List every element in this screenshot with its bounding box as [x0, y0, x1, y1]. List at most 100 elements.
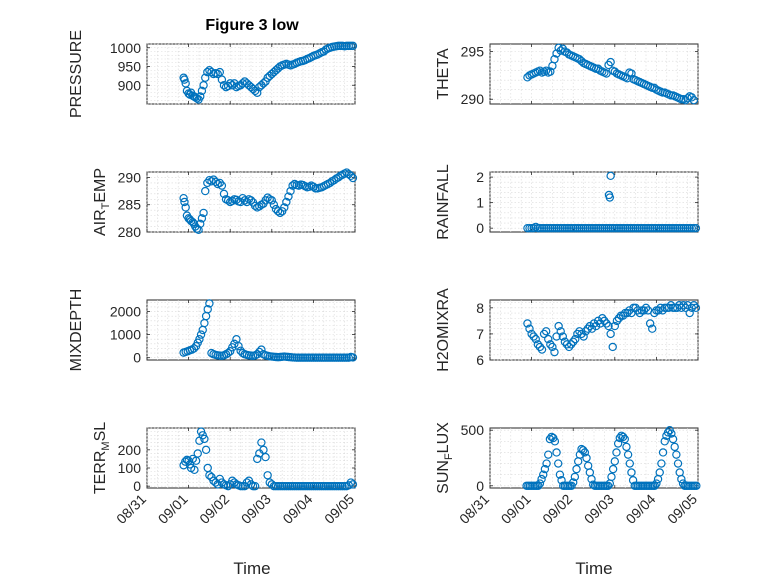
data-point [550, 55, 559, 64]
data-point [614, 314, 624, 323]
data-point [622, 442, 631, 452]
data-point [635, 308, 644, 318]
data-point [613, 439, 623, 448]
data-point [529, 223, 538, 233]
data-point [330, 175, 339, 185]
x-tick-label: 09/04 [622, 491, 658, 527]
y-tick-label: 1000 [110, 327, 141, 343]
data-point [689, 95, 699, 105]
x-tick-label: 09/02 [196, 491, 232, 527]
y-tick-label: 100 [118, 460, 142, 476]
y-axis-label: MIXDEPTH [68, 289, 85, 372]
data-point [215, 178, 224, 188]
data-point [541, 327, 551, 336]
data-point [197, 86, 207, 96]
data-point [691, 303, 701, 313]
y-tick-label: 2000 [110, 304, 141, 320]
data-point [606, 57, 615, 67]
data-point [633, 306, 642, 315]
data-point [188, 217, 197, 227]
data-point [537, 474, 546, 484]
data-point [194, 225, 203, 235]
data-point [620, 434, 629, 444]
data-point [246, 480, 256, 489]
x-tick-label: 09/05 [321, 491, 357, 527]
data-point [228, 81, 237, 90]
plot-area [146, 299, 356, 361]
data-point [600, 316, 609, 326]
y-tick-label: 290 [118, 169, 142, 185]
data-point [531, 334, 540, 344]
data-point [179, 193, 188, 203]
data-point [552, 332, 561, 341]
data-point [550, 437, 560, 446]
data-point [213, 69, 222, 79]
data-point [548, 342, 557, 352]
data-point [284, 192, 293, 201]
data-point [593, 64, 603, 73]
data-point [280, 203, 289, 212]
y-tick-label: 2 [476, 169, 484, 185]
data-point [535, 342, 545, 352]
y-tick-label: 6 [476, 352, 484, 368]
y-tick-label: 280 [118, 224, 142, 240]
data-point [197, 214, 207, 223]
data-point [673, 459, 683, 468]
data-point [288, 181, 297, 190]
plot-area [146, 427, 356, 489]
data-point [261, 196, 270, 205]
data-point [657, 459, 666, 468]
data-point [535, 479, 545, 488]
data-point [552, 448, 561, 457]
data-point [660, 437, 669, 446]
data-point [255, 347, 264, 357]
data-point [257, 345, 266, 354]
data-point [544, 450, 553, 459]
data-point [606, 329, 615, 339]
data-point [650, 83, 659, 93]
figure-title: Figure 3 low [205, 17, 299, 34]
data-point [579, 332, 588, 341]
data-point [668, 434, 678, 444]
data-point [648, 324, 657, 333]
data-point [240, 196, 249, 205]
data-point [608, 464, 618, 474]
x-tick-label: 09/03 [581, 491, 617, 527]
data-point [529, 332, 538, 341]
data-point [627, 468, 636, 477]
y-axis-label: PRESSURE [68, 30, 85, 118]
data-point [555, 470, 565, 479]
data-point [234, 341, 243, 351]
data-point [564, 342, 574, 352]
subplot-7: 0 100 200 08/31 09/01 09/02 09/03 09/04 09/05 TER… [92, 422, 357, 527]
data-point [180, 197, 189, 207]
data-point [552, 49, 561, 58]
data-point [681, 303, 690, 313]
data-point [540, 464, 550, 474]
subplot-8: 0 500 08/31 09/01 09/02 09/03 09/04 09/05 SUNFLU… [435, 422, 701, 527]
data-point [334, 173, 343, 182]
y-tick-label: 7 [476, 326, 484, 342]
x-tick-label: 08/31 [113, 491, 149, 527]
data-point [544, 334, 553, 344]
data-point [525, 324, 534, 333]
data-point [689, 301, 699, 310]
data-point [591, 321, 601, 331]
data-point [623, 450, 633, 459]
subplot-3: 280 285 290 AIRTEMP [92, 168, 358, 240]
data-point [193, 449, 202, 458]
data-point [566, 340, 576, 349]
data-point [577, 56, 586, 66]
data-point [667, 429, 676, 438]
data-point [679, 301, 688, 310]
data-point [562, 48, 572, 57]
y-tick-label: 0 [476, 220, 484, 236]
data-point [587, 324, 597, 333]
data-point [267, 196, 276, 205]
data-point [608, 342, 617, 352]
y-tick-label: 0 [133, 478, 141, 494]
data-point [541, 66, 551, 75]
data-point [604, 321, 613, 331]
data-point [539, 329, 549, 339]
